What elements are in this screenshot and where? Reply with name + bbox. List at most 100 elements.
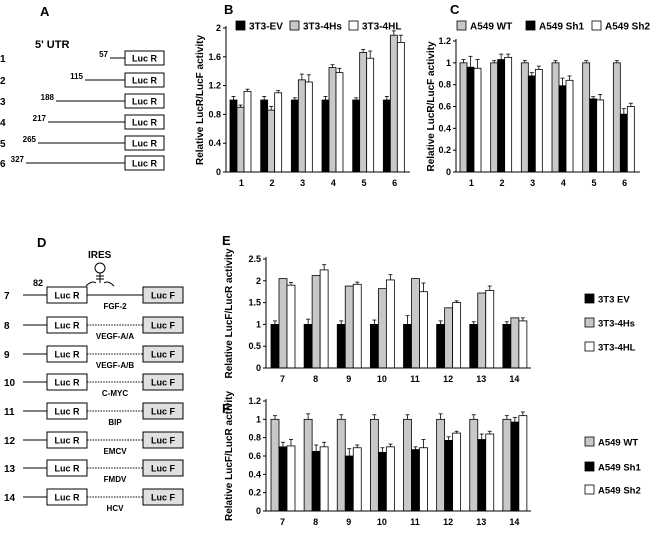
y-tick-label: 1.5 <box>248 298 261 308</box>
bar-3t3-4hl-7 <box>286 284 296 369</box>
luc-r-box <box>124 93 165 109</box>
legend-label: A549 Sh2 <box>605 22 650 33</box>
legend-swatch <box>525 20 536 31</box>
luc-r-box <box>124 114 165 130</box>
legend-label: 3T3-EV <box>249 22 283 33</box>
bar-a549-sh1-1 <box>466 66 475 173</box>
bar-a549-wt-13 <box>469 418 479 512</box>
construct-number: 8 <box>4 321 10 332</box>
legend-swatch <box>235 20 246 31</box>
bar-3t3-4hl-9 <box>352 283 362 369</box>
panel-d-letter: D <box>37 235 46 250</box>
luc-r-label: Luc R <box>54 436 80 446</box>
luc-f-label: Luc F <box>151 436 176 446</box>
construct-number: 2 <box>0 76 6 87</box>
x-tick-label: 5 <box>361 178 366 188</box>
bar-a549-wt-10 <box>369 418 379 512</box>
legend-swatch <box>584 436 595 447</box>
bar-3t3-4hs-8 <box>311 275 321 369</box>
y-tick-label: 0.4 <box>438 123 451 133</box>
legend-swatch <box>456 20 467 31</box>
panel-a-header: 5' UTR <box>35 39 69 51</box>
bar-a549-sh1-12 <box>444 440 454 512</box>
bar-3t3-4hl-10 <box>385 279 395 369</box>
luc-f-label: Luc F <box>151 407 176 417</box>
bar-a549-wt-8 <box>303 418 313 512</box>
bar-3t3-ev-14 <box>502 323 512 369</box>
bar-a549-sh1-13 <box>477 439 487 512</box>
bar-3t3-4hl-14 <box>518 320 528 369</box>
bar-3t3-4hs-12 <box>444 307 454 369</box>
panel-letter: C <box>450 2 460 17</box>
x-tick-label: 8 <box>313 374 318 384</box>
y-tick-label: 0.8 <box>438 80 451 90</box>
bar-3t3-4hl-3 <box>304 81 313 173</box>
legend-swatch <box>591 20 602 31</box>
x-tick-label: 7 <box>280 374 285 384</box>
luc-f-box <box>142 459 184 477</box>
construct-number: 6 <box>0 159 6 170</box>
construct-number: 12 <box>4 436 16 447</box>
bar-3t3-4hs-1 <box>236 106 245 173</box>
legend-swatch <box>289 20 300 31</box>
luc-r-label: Luc R <box>54 464 80 474</box>
bar-a549-sh1-11 <box>411 449 420 512</box>
x-tick-label: 13 <box>476 374 486 384</box>
bar-3t3-4hs-7 <box>278 278 288 369</box>
legend-label: 3T3-4HL <box>362 22 401 33</box>
legend-swatch <box>584 317 595 328</box>
legend-label: 3T3-4Hs <box>303 22 342 33</box>
luc-r-box <box>124 155 165 171</box>
luc-f-box <box>142 402 184 420</box>
x-tick-label: 9 <box>346 517 351 527</box>
construct-number: 1 <box>0 54 6 65</box>
y-tick-label: 0.8 <box>208 109 221 119</box>
x-tick-label: 10 <box>377 374 387 384</box>
bar-a549-wt-12 <box>436 418 446 512</box>
x-tick-label: 4 <box>331 178 336 188</box>
x-tick-label: 12 <box>443 374 453 384</box>
bar-3t3-ev-12 <box>436 323 446 369</box>
luc-f-label: Luc F <box>151 291 176 301</box>
luc-f-label: Luc F <box>151 493 176 503</box>
bar-3t3-ev-11 <box>403 323 412 369</box>
bar-a549-wt-1 <box>459 62 468 173</box>
bar-a549-wt-2 <box>490 62 499 173</box>
construct-number: 11 <box>4 407 15 418</box>
bar-3t3-ev-9 <box>336 323 346 369</box>
luc-r-box <box>124 135 165 151</box>
panel-d-constructs: 7 Luc R Luc F FGF-2 8 Luc R Luc F VEGF-A/A 9 Luc … <box>4 286 184 513</box>
luc-r-label: Luc R <box>54 378 80 388</box>
x-tick-label: 3 <box>300 178 305 188</box>
bar-3t3-4hl-6 <box>396 42 405 173</box>
luc-f-label: Luc F <box>151 378 176 388</box>
luc-f-box <box>142 286 184 304</box>
bar-a549-sh1-6 <box>619 113 628 173</box>
x-tick-label: 1 <box>239 178 244 188</box>
y-tick-label: 0.4 <box>248 469 261 479</box>
y-tick-label: 1.2 <box>248 396 261 406</box>
construct-number: 3 <box>0 97 6 108</box>
x-tick-label: 14 <box>509 517 519 527</box>
luc-f-box <box>142 373 184 391</box>
bar-3t3-4hs-14 <box>510 317 520 369</box>
stem-loop-icon <box>85 262 115 287</box>
legend-label: A549 Sh1 <box>598 463 641 474</box>
legend-label: A549 WT <box>470 22 512 33</box>
luc-r-label: Luc R <box>132 118 158 128</box>
y-tick-label: 0 <box>216 167 221 177</box>
bar-a549-sh2-6 <box>626 106 635 173</box>
ires-name: C-MYC <box>102 389 128 398</box>
y-tick-label: 1.2 <box>208 81 221 91</box>
panel-letter: E <box>222 233 231 248</box>
construct-number: 4 <box>0 118 6 129</box>
bar-3t3-4hl-4 <box>335 72 344 173</box>
legend-label: A549 WT <box>598 438 638 449</box>
bar-a549-sh2-10 <box>385 446 395 512</box>
y-tick-label: 1 <box>256 319 261 329</box>
chart-c: C Relative LucR/LucF activity 0 0.2 0.4 0.6 0.… <box>426 2 650 188</box>
bar-a549-sh2-14 <box>518 415 528 512</box>
y-tick-label: 2 <box>216 23 221 33</box>
